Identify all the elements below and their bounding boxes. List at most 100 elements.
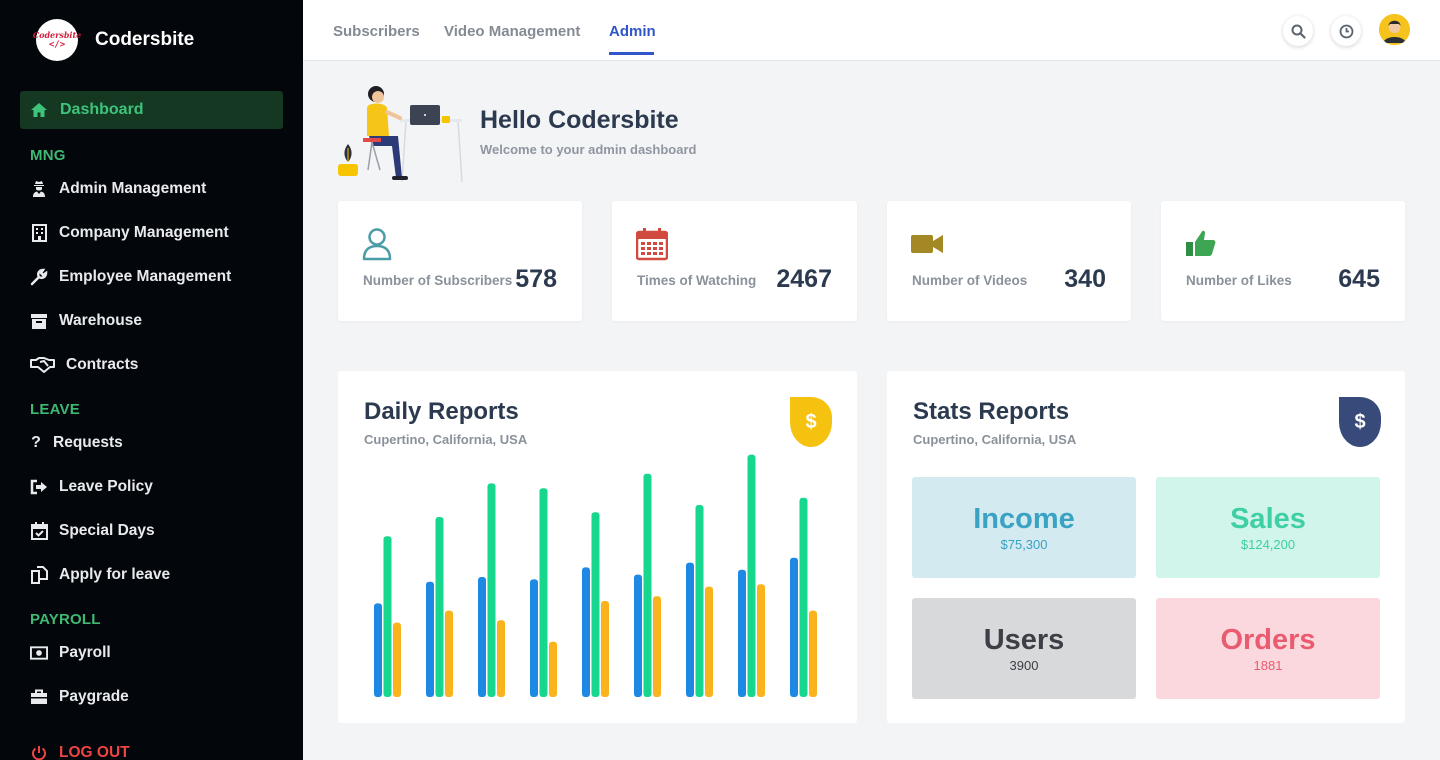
bar-blue-9[interactable]	[790, 557, 798, 697]
dollar-icon: $	[1354, 410, 1366, 433]
bar-orange-5[interactable]	[601, 601, 609, 697]
bar-orange-6[interactable]	[653, 596, 661, 697]
bar-green-1[interactable]	[383, 536, 392, 697]
tile-value: 3900	[1009, 658, 1039, 673]
bar-green-7[interactable]	[695, 505, 704, 697]
bar-blue-2[interactable]	[426, 581, 434, 697]
sidebar-item-label: Apply for leave	[59, 566, 171, 583]
tile-users[interactable]: Users 3900	[912, 598, 1136, 699]
panel-title: Stats Reports	[913, 398, 1070, 425]
section-leave: LEAVE	[30, 401, 80, 418]
tile-value: 1881	[1253, 658, 1283, 673]
sidebar-item-company-management[interactable]: Company Management	[30, 224, 229, 242]
code-icon: </>	[48, 39, 66, 50]
stat-value: 2467	[776, 265, 832, 293]
brand-logo: Codersbite </>	[33, 19, 81, 61]
sidebar-item-label: Warehouse	[59, 312, 142, 329]
sidebar-item-apply-for-leave[interactable]: Apply for leave	[30, 566, 170, 584]
sidebar: Codersbite </> Codersbite Dashboard MNG …	[0, 0, 303, 760]
calendar-check-icon	[30, 522, 48, 540]
stat-value: 578	[515, 265, 557, 293]
tile-value: $124,200	[1240, 537, 1296, 552]
bar-orange-2[interactable]	[445, 610, 453, 697]
sidebar-item-payroll[interactable]: Payroll	[30, 644, 111, 662]
power-icon	[30, 744, 48, 760]
tab-video-management[interactable]: Video Management	[444, 23, 581, 40]
question-icon: ?	[31, 434, 41, 451]
sidebar-item-admin-management[interactable]: Admin Management	[30, 180, 206, 198]
tile-income[interactable]: Income $75,300	[912, 477, 1136, 578]
bar-blue-6[interactable]	[634, 574, 642, 697]
search-icon	[1291, 24, 1306, 39]
bar-blue-3[interactable]	[478, 577, 486, 697]
tile-value: $75,300	[1000, 537, 1048, 552]
sidebar-item-leave-policy[interactable]: Leave Policy	[30, 478, 153, 496]
stat-label: Number of Videos	[912, 273, 1028, 288]
bar-orange-3[interactable]	[497, 620, 505, 697]
bar-orange-9[interactable]	[809, 610, 817, 697]
sidebar-item-label: Employee Management	[59, 268, 232, 285]
dollar-badge[interactable]: $	[1339, 397, 1381, 447]
money-bill-icon	[30, 644, 48, 662]
bar-green-9[interactable]	[799, 497, 808, 697]
tab-subscribers[interactable]: Subscribers	[333, 23, 420, 40]
bar-green-5[interactable]	[591, 512, 600, 697]
bar-blue-8[interactable]	[738, 569, 746, 697]
dollar-badge[interactable]: $	[790, 397, 832, 447]
clock-icon	[1339, 24, 1353, 38]
bar-green-4[interactable]	[539, 488, 548, 697]
sidebar-item-employee-management[interactable]: Employee Management	[30, 268, 231, 286]
bar-orange-7[interactable]	[705, 586, 713, 697]
tab-admin[interactable]: Admin	[609, 23, 656, 40]
bar-orange-8[interactable]	[757, 584, 765, 697]
sidebar-item-label: Special Days	[59, 522, 155, 539]
bar-blue-4[interactable]	[530, 579, 538, 697]
panel-subtitle: Cupertino, California, USA	[364, 432, 528, 447]
section-mng: MNG	[30, 147, 66, 164]
tile-orders[interactable]: Orders 1881	[1156, 598, 1380, 699]
sidebar-item-requests[interactable]: ? Requests	[30, 434, 123, 452]
bar-green-8[interactable]	[747, 454, 756, 697]
sidebar-item-label: Admin Management	[59, 180, 207, 197]
sidebar-item-label: Paygrade	[59, 688, 129, 705]
copy-icon	[30, 566, 48, 584]
hero-illustration	[338, 86, 463, 182]
bar-blue-7[interactable]	[686, 562, 694, 697]
active-tab-indicator	[609, 52, 654, 55]
sidebar-item-contracts[interactable]: Contracts	[30, 356, 138, 374]
sidebar-item-dashboard[interactable]: Dashboard	[20, 91, 283, 129]
wrench-icon	[30, 268, 48, 286]
search-button[interactable]	[1283, 16, 1313, 46]
stat-value: 340	[1064, 265, 1106, 293]
sidebar-item-label: Payroll	[59, 644, 111, 661]
brand[interactable]: Codersbite </> Codersbite	[33, 19, 195, 61]
sidebar-item-special-days[interactable]: Special Days	[30, 522, 155, 540]
bar-blue-1[interactable]	[374, 603, 382, 697]
bar-orange-1[interactable]	[393, 622, 401, 697]
stat-card-likes: Number of Likes 645	[1161, 201, 1405, 321]
panel-subtitle: Cupertino, California, USA	[913, 432, 1077, 447]
section-payroll: PAYROLL	[30, 611, 101, 628]
logout-button[interactable]: LOG OUT	[30, 744, 130, 760]
bar-green-3[interactable]	[487, 483, 496, 697]
daily-reports-chart	[374, 454, 817, 697]
brand-name: Codersbite	[95, 29, 195, 50]
bar-blue-5[interactable]	[582, 567, 590, 697]
stat-label: Number of Likes	[1186, 273, 1292, 288]
stat-card-subscribers: Number of Subscribers 578	[338, 201, 582, 321]
daily-reports-panel: Daily Reports Cupertino, California, USA…	[338, 371, 857, 723]
history-button[interactable]	[1331, 16, 1361, 46]
sidebar-item-warehouse[interactable]: Warehouse	[30, 312, 142, 330]
sidebar-item-paygrade[interactable]: Paygrade	[30, 688, 129, 706]
bar-orange-4[interactable]	[549, 641, 557, 697]
stats-reports-panel: Stats Reports Cupertino, California, USA…	[887, 371, 1405, 723]
avatar[interactable]	[1379, 14, 1410, 45]
video-camera-icon	[911, 235, 943, 253]
bar-green-6[interactable]	[643, 473, 652, 697]
tile-sales[interactable]: Sales $124,200	[1156, 477, 1380, 578]
page-title: Hello Codersbite	[480, 106, 679, 134]
stat-value: 645	[1338, 265, 1380, 293]
bar-green-2[interactable]	[435, 517, 444, 697]
archive-icon	[30, 312, 48, 330]
calendar-icon	[636, 228, 668, 261]
